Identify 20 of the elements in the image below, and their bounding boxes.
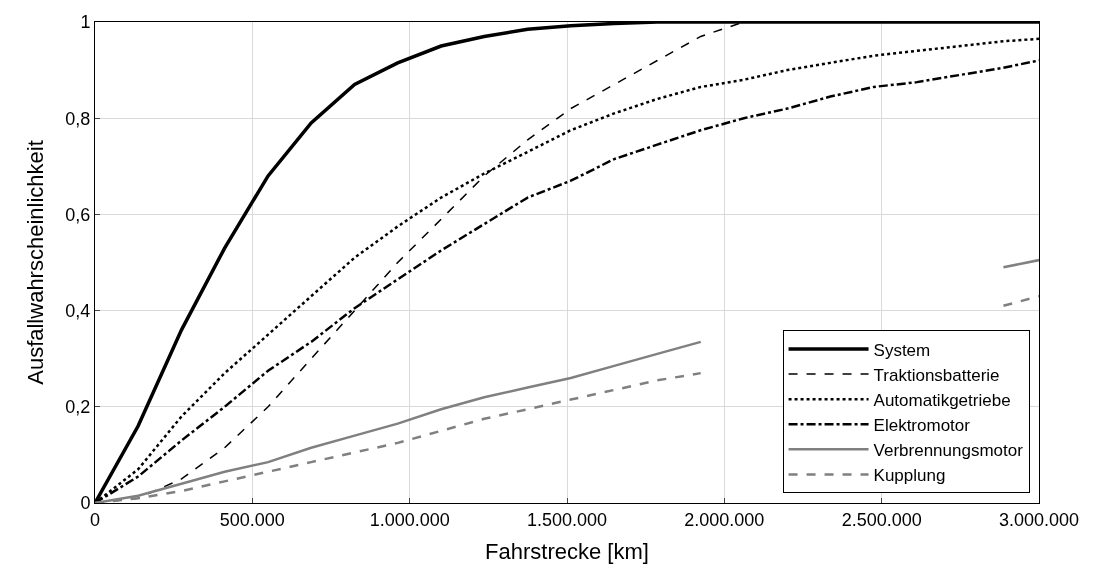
legend-label: Automatikgetriebe — [873, 390, 1011, 410]
y-tick-label: 0,6 — [65, 204, 91, 225]
y-tick-label: 0 — [80, 493, 91, 514]
legend-label: Traktionsbatterie — [873, 365, 1000, 385]
x-tick-label: 2.000.000 — [684, 509, 765, 530]
legend-label: Kupplung — [873, 466, 946, 486]
x-tick-label: 2.500.000 — [841, 509, 922, 530]
legend-label: System — [873, 340, 931, 360]
y-axis-title: Ausfallwahrscheinlichkeit — [23, 140, 49, 385]
legend-label: Elektromotor — [873, 415, 971, 435]
y-tick-label: 0,4 — [65, 300, 91, 321]
x-tick-label: 1.500.000 — [526, 509, 608, 530]
y-tick-label: 0,8 — [65, 108, 91, 129]
y-tick-label: 1 — [80, 12, 91, 33]
legend-label: Verbrennungsmotor — [873, 440, 1024, 460]
x-tick-label: 1.000.000 — [369, 509, 450, 530]
x-tick-label: 3.000.000 — [998, 509, 1080, 530]
x-axis-title: Fahrstrecke [km] — [485, 539, 649, 565]
x-tick-label: 500.000 — [219, 509, 285, 530]
y-tick-label: 0,2 — [65, 397, 91, 418]
